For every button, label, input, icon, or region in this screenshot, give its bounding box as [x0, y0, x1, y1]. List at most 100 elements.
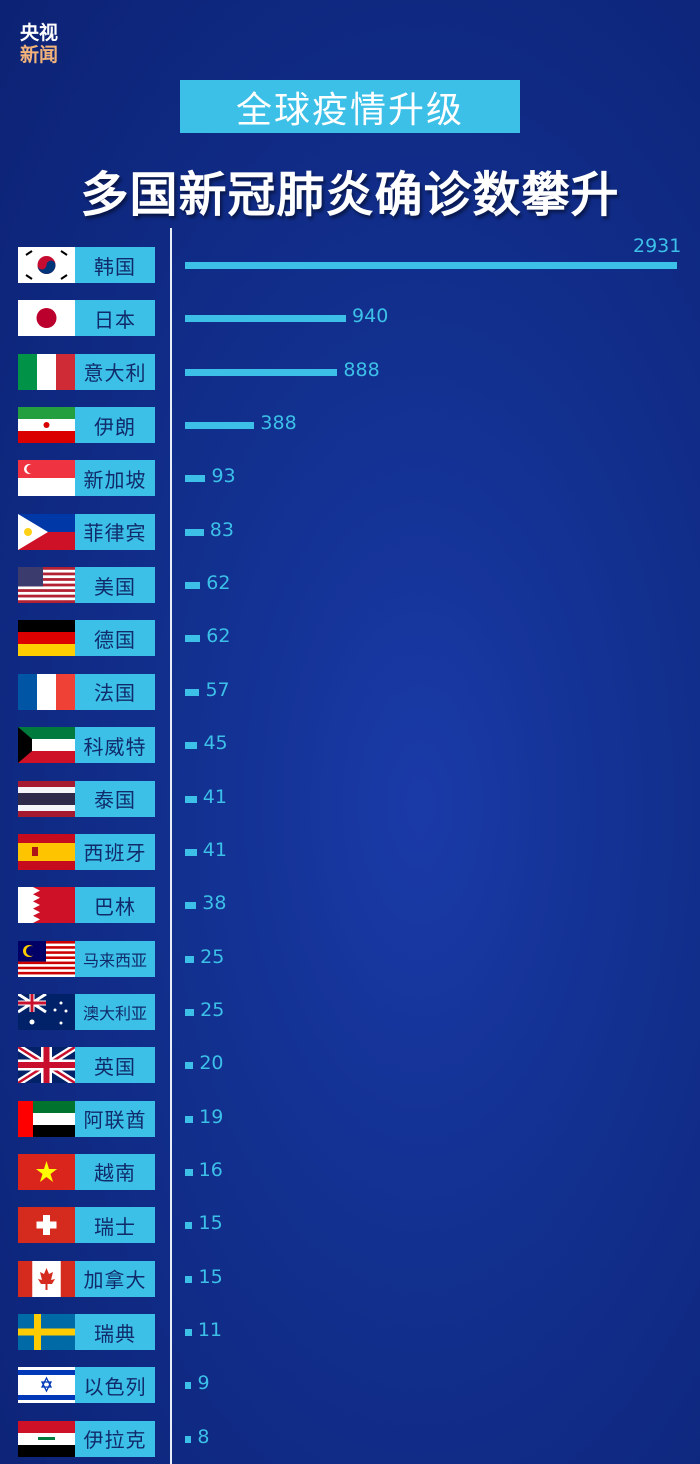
- country-label: 日本: [75, 300, 155, 337]
- data-label: 41: [202, 838, 227, 861]
- chart-row: 越南 16: [0, 1153, 700, 1190]
- chart-row: 泰国 41: [0, 780, 700, 817]
- data-label: 20: [199, 1052, 224, 1075]
- country-label: 德国: [75, 620, 155, 657]
- chart-row: 科威特 45: [0, 727, 700, 764]
- bar: [185, 368, 338, 376]
- data-label: 62: [206, 625, 231, 648]
- flag-fr-icon: [18, 673, 75, 710]
- flag-es-icon: [18, 833, 75, 870]
- flag-my-icon: [18, 940, 75, 977]
- country-label: 新加坡: [75, 460, 155, 497]
- country-label: 伊拉克: [75, 1420, 155, 1457]
- country-label: 澳大利亚: [75, 993, 155, 1030]
- country-label: 韩国: [75, 247, 155, 283]
- bar: [185, 582, 201, 590]
- flag-th-icon: [18, 780, 75, 817]
- data-label: 15: [198, 1212, 223, 1235]
- flag-il-icon: [18, 1367, 75, 1404]
- bar: [185, 475, 206, 483]
- flag-us-icon: [18, 567, 75, 604]
- chart-row: 伊拉克 8: [0, 1420, 700, 1457]
- bar: [185, 688, 200, 696]
- bar: [185, 1329, 192, 1336]
- subtitle: 全球疫情升级: [235, 89, 464, 131]
- country-label: 加拿大: [75, 1260, 155, 1297]
- flag-de-icon: [18, 620, 75, 657]
- bar: [185, 848, 197, 856]
- data-label: 15: [198, 1265, 223, 1288]
- data-label: 38: [202, 892, 227, 915]
- country-label: 伊朗: [75, 407, 155, 444]
- flag-jp-icon: [18, 300, 75, 337]
- flag-ch-icon: [18, 1207, 75, 1244]
- bar: [185, 1008, 195, 1016]
- chart-row: 加拿大 15: [0, 1260, 700, 1297]
- bar: [185, 1222, 193, 1230]
- data-label: 8: [197, 1425, 210, 1448]
- flag-bh-icon: [18, 887, 75, 924]
- page-title: 多国新冠肺炎确诊数攀升: [80, 167, 620, 223]
- chart-row: 日本 940: [0, 300, 700, 337]
- chart-row: 法国 57: [0, 673, 700, 710]
- chart-row: 马来西亚 25: [0, 940, 700, 977]
- data-label: 25: [200, 998, 225, 1021]
- bar: [185, 1275, 193, 1283]
- bar: [185, 315, 347, 323]
- chart-axis-line: [170, 228, 172, 1464]
- chart-row: 西班牙 41: [0, 833, 700, 870]
- flag-se-icon: [18, 1314, 75, 1350]
- data-label: 9: [197, 1372, 210, 1395]
- data-label: 41: [202, 785, 227, 808]
- bar: [185, 1168, 193, 1176]
- cctv-news-logo: 央视 新闻: [20, 22, 58, 66]
- country-label: 马来西亚: [75, 940, 155, 977]
- data-label: 940: [352, 305, 389, 328]
- flag-iq-icon: [18, 1420, 75, 1457]
- country-label: 越南: [75, 1153, 155, 1190]
- chart-row: 澳大利亚 25: [0, 993, 700, 1030]
- bar: [185, 795, 197, 803]
- flag-au-icon: [18, 993, 75, 1030]
- data-label: 62: [206, 572, 231, 595]
- bar: [185, 1382, 192, 1390]
- data-label: 25: [200, 945, 225, 968]
- bar: [185, 955, 195, 963]
- country-label: 瑞典: [75, 1314, 155, 1350]
- data-label: 19: [199, 1105, 224, 1128]
- chart-row: 意大利 888: [0, 353, 700, 390]
- country-label: 英国: [75, 1047, 155, 1084]
- country-label: 巴林: [75, 887, 155, 924]
- bar: [185, 1115, 194, 1123]
- country-label: 意大利: [75, 353, 155, 390]
- data-label: 11: [197, 1319, 222, 1341]
- flag-sg-icon: [18, 460, 75, 497]
- data-label: 888: [343, 358, 380, 381]
- country-label: 法国: [75, 673, 155, 710]
- bar: [185, 742, 198, 750]
- country-label: 以色列: [75, 1367, 155, 1404]
- bar: [185, 635, 201, 643]
- flag-kw-icon: [18, 727, 75, 764]
- data-label: 83: [209, 518, 234, 541]
- country-label: 西班牙: [75, 833, 155, 870]
- flag-ae-icon: [18, 1100, 75, 1137]
- data-label: 45: [203, 732, 228, 755]
- country-label: 阿联酋: [75, 1100, 155, 1137]
- bar: [185, 1435, 192, 1443]
- country-label: 泰国: [75, 780, 155, 817]
- chart-row: 英国 20: [0, 1047, 700, 1084]
- country-label: 科威特: [75, 727, 155, 764]
- chart-row: 美国 62: [0, 567, 700, 604]
- data-label: 16: [198, 1158, 223, 1181]
- bar: [185, 422, 255, 430]
- bar: [185, 528, 204, 536]
- data-label: 93: [211, 465, 236, 488]
- country-label: 美国: [75, 567, 155, 604]
- logo-line2: 新闻: [20, 44, 59, 66]
- logo-line1: 央视: [20, 22, 59, 44]
- chart-row: 瑞士 15: [0, 1207, 700, 1244]
- flag-gb-icon: [18, 1047, 75, 1084]
- subtitle-banner: 全球疫情升级: [180, 80, 520, 133]
- flag-kr-icon: [18, 247, 75, 283]
